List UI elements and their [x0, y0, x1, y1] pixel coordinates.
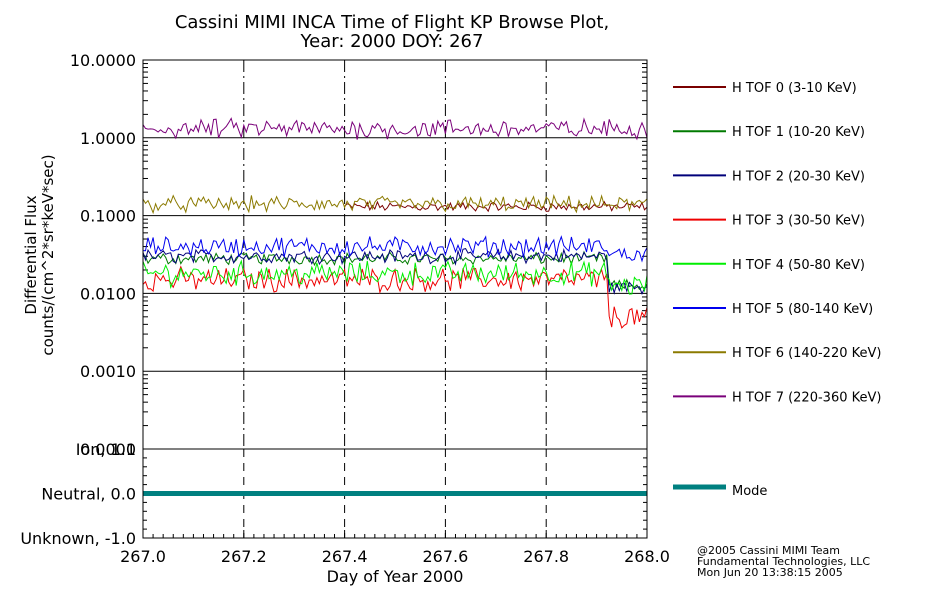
x-tick-label: 268.0 — [624, 547, 670, 566]
legend-label: H TOF 3 (30-50 KeV) — [732, 214, 865, 229]
flux-series-group — [142, 117, 648, 329]
mode-legend-label: Mode — [732, 484, 767, 499]
flux-y-tick-label: 0.0010 — [80, 362, 136, 381]
flux-y-tick-label: 0.1000 — [80, 207, 136, 226]
y-axis-label-line2: counts/(cm^2*sr*keV*sec) — [39, 154, 57, 355]
flux-series-line — [142, 250, 648, 291]
footer-timestamp: Mon Jun 20 13:38:15 2005 — [697, 566, 843, 579]
x-tick-label: 267.8 — [523, 547, 569, 566]
legend-label: H TOF 0 (3-10 KeV) — [732, 81, 857, 96]
mode-legend: Mode — [673, 484, 767, 499]
legend-label: H TOF 4 (50-80 KeV) — [732, 258, 865, 273]
mode-y-tick-label: Ion, 1.0 — [76, 440, 136, 459]
x-tick-label: 267.4 — [322, 547, 368, 566]
x-axis-ticks: 267.0 267.2 267.4 267.6 267.8 268.0 — [120, 530, 670, 566]
legend: H TOF 0 (3-10 KeV) H TOF 1 (10-20 KeV) H T… — [673, 81, 881, 405]
mode-y-tick-label: Neutral, 0.0 — [41, 485, 136, 504]
legend-label: H TOF 5 (80-140 KeV) — [732, 302, 873, 317]
legend-label: H TOF 1 (10-20 KeV) — [732, 125, 865, 140]
chart-title: Cassini MIMI INCA Time of Flight KP Brow… — [175, 12, 609, 33]
flux-series-line — [142, 248, 648, 296]
legend-label: H TOF 2 (20-30 KeV) — [732, 169, 865, 184]
flux-series-line — [344, 200, 648, 213]
legend-label: H TOF 7 (220-360 KeV) — [732, 390, 881, 405]
flux-y-ticks: 10.0000 1.0000 0.1000 0.0100 0.0010 0.0001 — [70, 51, 647, 459]
x-tick-label: 267.2 — [221, 547, 267, 566]
footer-company: Fundamental Technologies, LLC — [697, 555, 870, 568]
mode-y-ticks: Ion, 1.0 Neutral, 0.0 Unknown, -1.0 — [20, 440, 647, 548]
x-tick-label: 267.0 — [120, 547, 166, 566]
flux-series-line — [142, 235, 648, 263]
flux-series-line — [142, 193, 648, 215]
footer-copyright: @2005 Cassini MIMI Team — [697, 544, 840, 557]
flux-series-line — [142, 117, 648, 141]
chart-subtitle: Year: 2000 DOY: 267 — [300, 31, 484, 52]
x-tick-label: 267.6 — [422, 547, 468, 566]
flux-grid — [243, 60, 547, 449]
legend-label: H TOF 6 (140-220 KeV) — [732, 346, 881, 361]
flux-y-tick-label: 1.0000 — [80, 129, 136, 148]
flux-series-line — [142, 265, 648, 329]
x-axis-label: Day of Year 2000 — [327, 567, 464, 586]
flux-y-tick-label: 0.0001 — [80, 440, 136, 459]
mode-y-tick-label: Unknown, -1.0 — [20, 529, 136, 548]
flux-y-tick-label: 0.0100 — [80, 284, 136, 303]
flux-y-tick-label: 10.0000 — [70, 51, 136, 70]
flux-series-line — [142, 259, 648, 295]
y-axis-label-line1: Differential Flux — [22, 195, 40, 314]
